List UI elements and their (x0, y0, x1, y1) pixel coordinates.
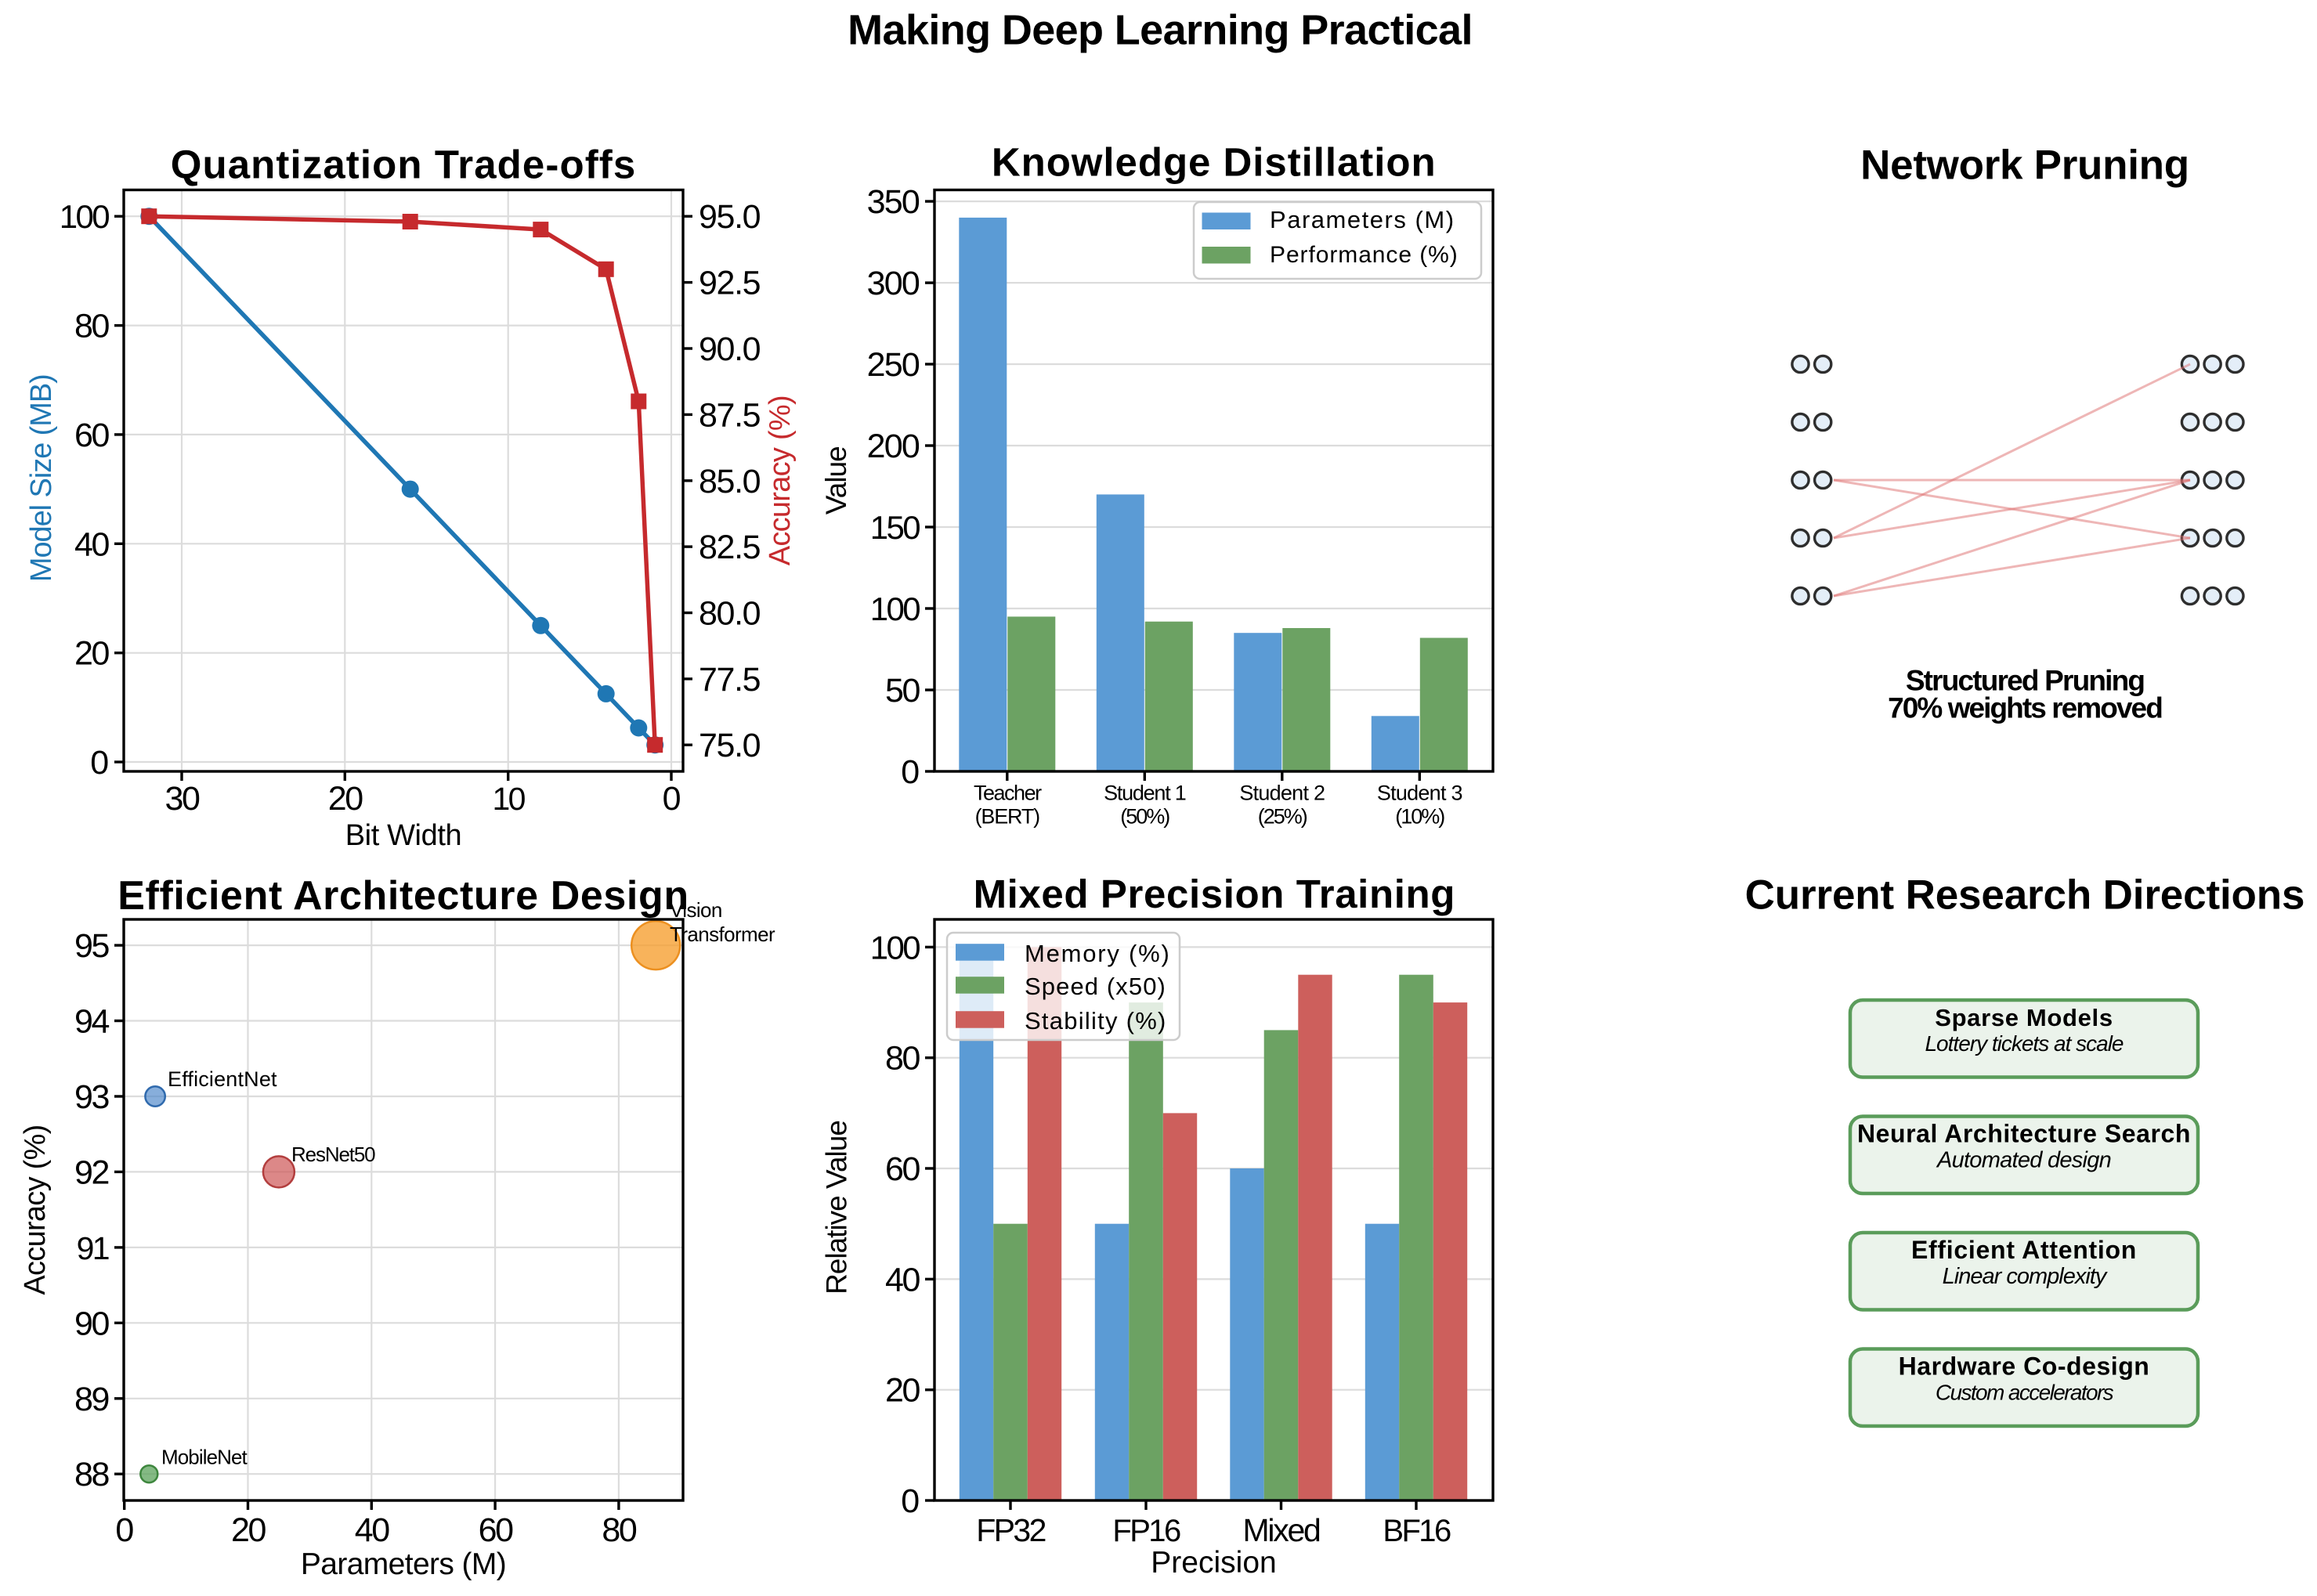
svg-text:0: 0 (663, 780, 681, 818)
svg-text:0: 0 (901, 1482, 919, 1520)
svg-text:Mixed Precision Training: Mixed Precision Training (974, 872, 1455, 916)
svg-text:80: 80 (74, 308, 110, 345)
svg-text:Accuracy (%): Accuracy (%) (764, 395, 797, 565)
svg-text:82.5: 82.5 (699, 529, 761, 566)
svg-text:Precision: Precision (1151, 1546, 1276, 1580)
svg-text:Quantization Trade-offs: Quantization Trade-offs (171, 143, 637, 187)
svg-text:300: 300 (867, 265, 920, 302)
svg-text:Vision: Vision (670, 898, 722, 922)
svg-text:93: 93 (74, 1078, 110, 1116)
svg-text:0: 0 (901, 753, 919, 791)
svg-text:20: 20 (74, 635, 110, 673)
svg-text:88: 88 (74, 1456, 110, 1493)
svg-text:30: 30 (164, 780, 200, 818)
svg-text:20: 20 (231, 1511, 266, 1549)
svg-text:(10%): (10%) (1395, 805, 1444, 829)
svg-text:10: 10 (492, 781, 525, 817)
svg-text:Knowledge Distillation: Knowledge Distillation (992, 140, 1437, 185)
svg-text:75.0: 75.0 (699, 727, 761, 764)
svg-text:Structured Pruning: Structured Pruning (1906, 665, 2145, 697)
svg-text:Relative Value: Relative Value (821, 1121, 853, 1294)
svg-text:Transformer: Transformer (670, 923, 775, 946)
svg-text:85.0: 85.0 (699, 463, 761, 500)
svg-text:70% weights removed: 70% weights removed (1888, 692, 2162, 724)
svg-text:40: 40 (74, 525, 110, 563)
svg-text:Neural Architecture Search: Neural Architecture Search (1857, 1120, 2191, 1148)
svg-text:MobileNet: MobileNet (161, 1446, 248, 1469)
svg-text:Making Deep Learning Practical: Making Deep Learning Practical (848, 7, 1473, 54)
svg-text:Student 1: Student 1 (1104, 782, 1186, 805)
svg-text:FP16: FP16 (1112, 1514, 1180, 1548)
svg-text:BF16: BF16 (1383, 1514, 1451, 1548)
svg-text:Value: Value (820, 446, 852, 515)
svg-text:Speed (x50): Speed (x50) (1025, 973, 1166, 1000)
svg-text:Network Pruning: Network Pruning (1860, 142, 2189, 188)
svg-text:77.5: 77.5 (699, 661, 761, 699)
svg-text:80: 80 (602, 1511, 637, 1549)
svg-text:(50%): (50%) (1120, 805, 1169, 829)
svg-text:Teacher: Teacher (974, 782, 1042, 805)
svg-text:Memory (%): Memory (%) (1025, 940, 1171, 967)
svg-text:FP32: FP32 (976, 1512, 1045, 1548)
svg-text:100: 100 (870, 929, 920, 966)
svg-text:Efficient Attention: Efficient Attention (1911, 1236, 2137, 1264)
svg-text:0: 0 (90, 744, 108, 782)
svg-text:Current Research Directions: Current Research Directions (1745, 872, 2305, 919)
svg-text:250: 250 (867, 346, 920, 384)
svg-text:94: 94 (74, 1003, 110, 1041)
svg-text:100: 100 (60, 198, 110, 235)
svg-text:80: 80 (885, 1040, 920, 1078)
svg-text:20: 20 (328, 780, 363, 818)
svg-text:40: 40 (885, 1261, 920, 1298)
svg-text:92: 92 (74, 1154, 109, 1191)
svg-text:Mixed: Mixed (1242, 1512, 1320, 1548)
svg-text:89: 89 (74, 1381, 109, 1418)
svg-text:Student 2: Student 2 (1239, 782, 1325, 805)
svg-text:60: 60 (479, 1511, 514, 1549)
svg-text:90: 90 (74, 1305, 110, 1342)
svg-text:Student 3: Student 3 (1377, 782, 1462, 805)
svg-text:50: 50 (885, 672, 920, 710)
svg-text:(25%): (25%) (1258, 805, 1307, 829)
svg-text:60: 60 (74, 417, 110, 454)
svg-text:Sparse Models: Sparse Models (1935, 1004, 2113, 1031)
svg-text:Linear complexity: Linear complexity (1943, 1264, 2108, 1289)
svg-text:92.5: 92.5 (699, 265, 761, 302)
svg-text:Bit Width: Bit Width (345, 819, 462, 852)
svg-text:80.0: 80.0 (699, 595, 761, 633)
svg-text:60: 60 (885, 1150, 920, 1188)
svg-text:Automated design: Automated design (1936, 1148, 2111, 1173)
svg-text:Stability (%): Stability (%) (1025, 1007, 1167, 1035)
svg-text:90.0: 90.0 (699, 330, 761, 368)
svg-text:91: 91 (77, 1230, 109, 1266)
svg-text:Accuracy (%): Accuracy (%) (19, 1125, 52, 1294)
svg-text:87.5: 87.5 (699, 396, 761, 434)
svg-text:350: 350 (867, 183, 920, 221)
svg-text:Performance (%): Performance (%) (1270, 242, 1459, 268)
svg-text:Custom accelerators: Custom accelerators (1936, 1381, 2114, 1405)
svg-text:0: 0 (115, 1511, 133, 1549)
svg-text:Lottery tickets at scale: Lottery tickets at scale (1925, 1031, 2123, 1056)
svg-text:150: 150 (870, 509, 920, 546)
svg-text:Efficient Architecture Design: Efficient Architecture Design (117, 873, 689, 919)
svg-text:Model Size (MB): Model Size (MB) (25, 374, 58, 582)
svg-text:(BERT): (BERT) (975, 805, 1040, 829)
svg-text:Hardware Co-design: Hardware Co-design (1899, 1352, 2150, 1381)
svg-text:EfficientNet: EfficientNet (168, 1067, 277, 1091)
svg-text:200: 200 (867, 428, 920, 465)
svg-text:100: 100 (870, 590, 920, 627)
svg-text:95.0: 95.0 (699, 198, 761, 236)
svg-text:ResNet50: ResNet50 (291, 1143, 375, 1166)
svg-text:Parameters (M): Parameters (M) (1270, 206, 1455, 233)
svg-text:95: 95 (74, 927, 110, 965)
svg-text:20: 20 (885, 1372, 920, 1410)
svg-text:40: 40 (355, 1511, 390, 1549)
svg-text:Parameters (M): Parameters (M) (301, 1547, 506, 1581)
